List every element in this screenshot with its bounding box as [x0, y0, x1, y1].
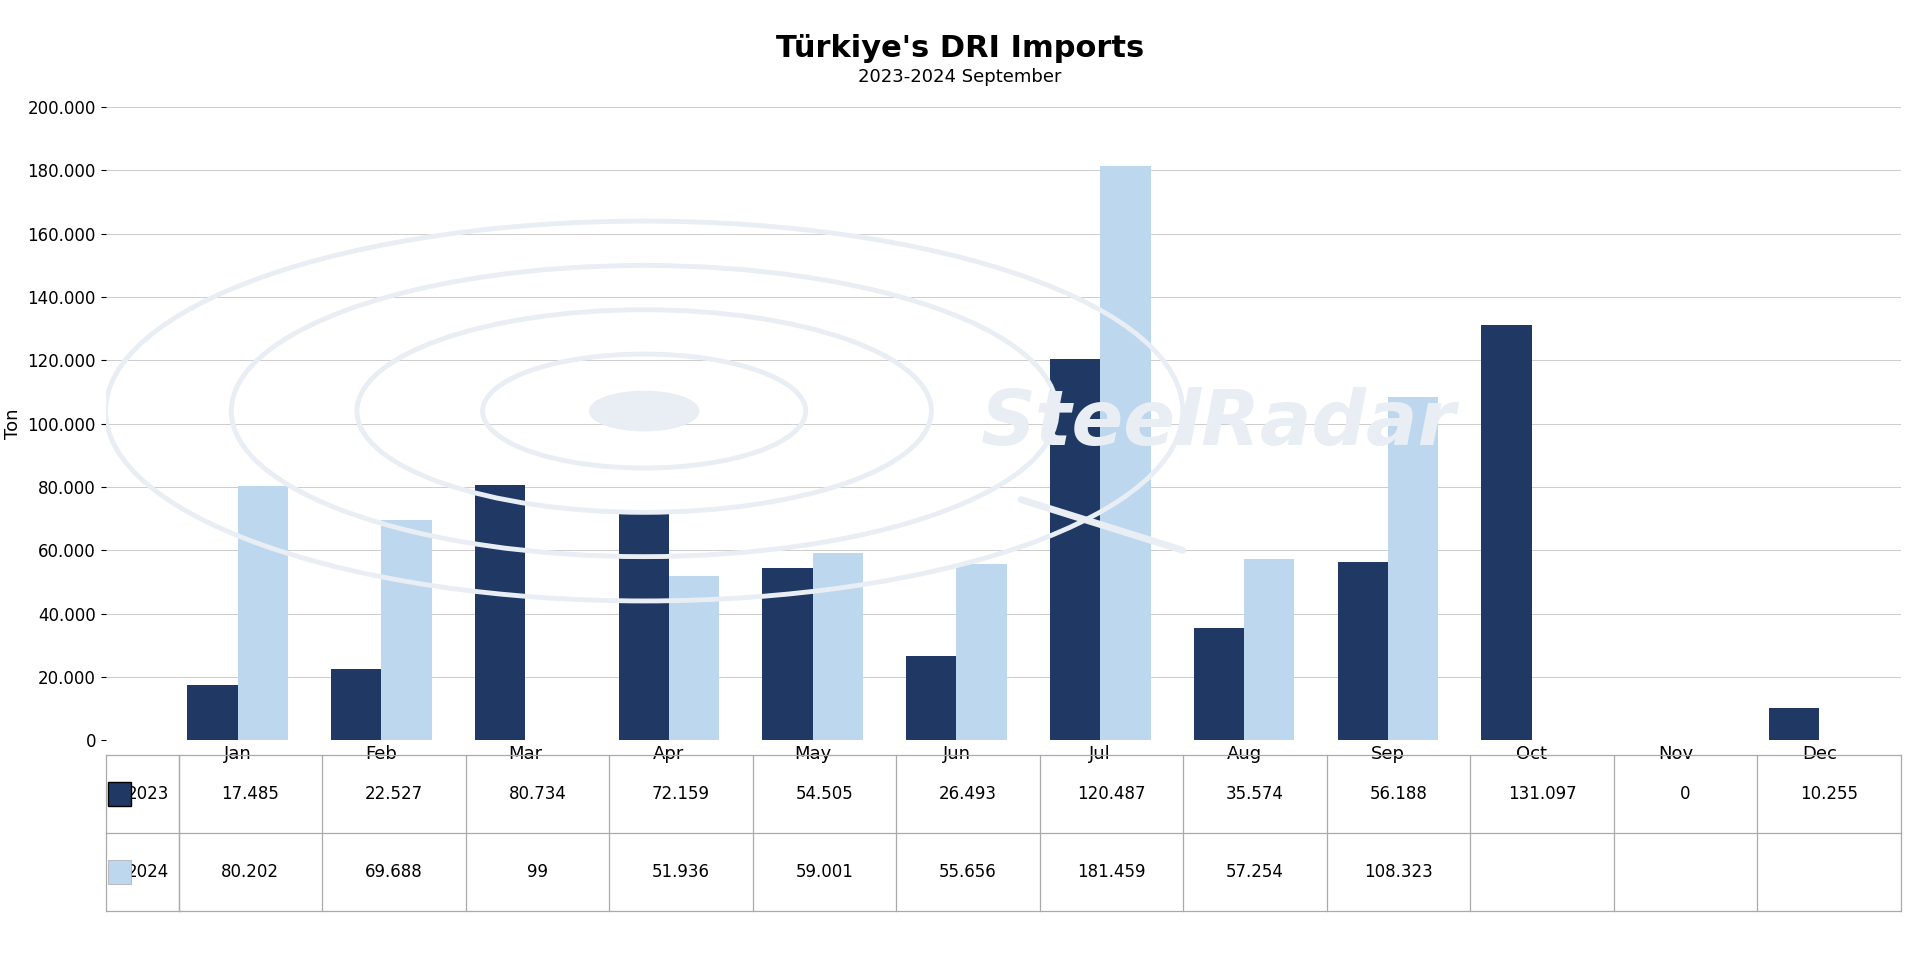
Bar	[474, 485, 524, 740]
Text: 181.459: 181.459	[1077, 863, 1146, 880]
Bar	[618, 511, 668, 740]
Bar	[1050, 358, 1100, 740]
Text: 80.202: 80.202	[221, 863, 278, 880]
Bar	[382, 520, 432, 740]
Text: 51.936: 51.936	[653, 863, 710, 880]
Text: 99: 99	[526, 863, 547, 880]
Bar	[812, 553, 862, 740]
Bar	[1244, 559, 1294, 740]
Bar	[1100, 166, 1150, 740]
Text: 26.493: 26.493	[939, 785, 996, 803]
Circle shape	[589, 392, 699, 431]
Text: Türkiye's DRI Imports: Türkiye's DRI Imports	[776, 34, 1144, 63]
Text: 59.001: 59.001	[795, 863, 852, 880]
Bar	[1768, 708, 1820, 740]
Text: 108.323: 108.323	[1363, 863, 1432, 880]
Text: 35.574: 35.574	[1227, 785, 1284, 803]
Bar	[668, 576, 720, 740]
Bar	[330, 669, 382, 740]
Text: 56.188: 56.188	[1369, 785, 1427, 803]
Text: 80.734: 80.734	[509, 785, 566, 803]
Text: SteelRadar: SteelRadar	[981, 387, 1455, 461]
Y-axis label: Ton: Ton	[4, 408, 21, 439]
Text: 69.688: 69.688	[365, 863, 422, 880]
Text: 72.159: 72.159	[653, 785, 710, 803]
Bar	[1194, 627, 1244, 740]
Text: 54.505: 54.505	[795, 785, 852, 803]
Bar	[1482, 325, 1532, 740]
Bar	[956, 564, 1006, 740]
Bar	[1388, 397, 1438, 740]
Text: 55.656: 55.656	[939, 863, 996, 880]
Text: 10.255: 10.255	[1801, 785, 1859, 803]
Text: 2023: 2023	[127, 785, 169, 803]
Bar	[1338, 562, 1388, 740]
Text: 120.487: 120.487	[1077, 785, 1146, 803]
Bar	[238, 486, 288, 740]
Text: 22.527: 22.527	[365, 785, 422, 803]
Text: 2024: 2024	[127, 863, 169, 880]
Text: 2023-2024 September: 2023-2024 September	[858, 68, 1062, 86]
Bar	[762, 568, 812, 740]
Text: 57.254: 57.254	[1227, 863, 1284, 880]
Text: 17.485: 17.485	[221, 785, 278, 803]
Text: 0: 0	[1680, 785, 1692, 803]
Bar	[906, 656, 956, 740]
Text: 131.097: 131.097	[1507, 785, 1576, 803]
Bar	[186, 685, 238, 740]
